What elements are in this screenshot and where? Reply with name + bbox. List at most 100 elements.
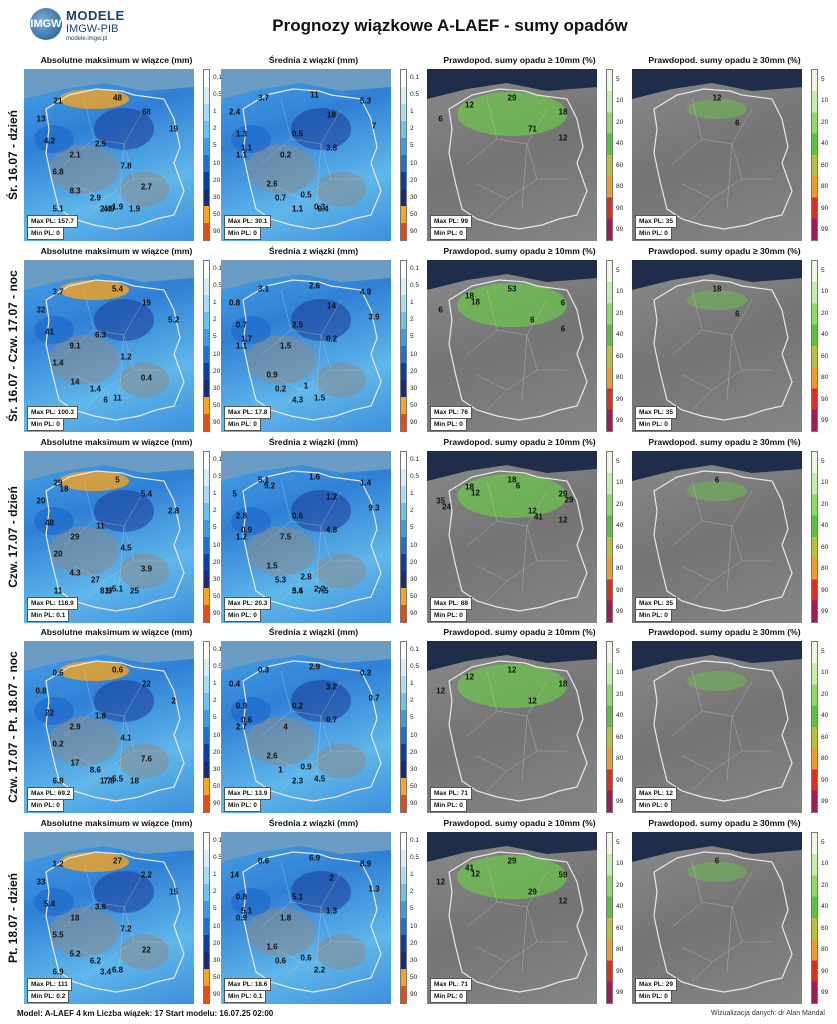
precip-area: [34, 125, 74, 153]
colorbar-tick: 40: [616, 140, 624, 148]
value-label: 18: [558, 679, 568, 689]
colorbar-tick: 0.1: [410, 645, 420, 653]
colorbar-tick: 90: [616, 204, 624, 212]
value-label: 12: [558, 133, 568, 143]
colorbar-tick: 90: [410, 419, 418, 427]
row-label-text: Czw. 17.07 - dzień: [6, 486, 20, 588]
colorbar-tick: 5: [616, 647, 620, 655]
colorbar-tick: 5: [213, 333, 217, 341]
value-label: 7: [371, 121, 377, 131]
voivodeship-borders: [671, 670, 772, 792]
value-label: 17: [70, 758, 80, 768]
colorbar-tick: 1: [410, 680, 414, 687]
voivodeship-borders: [671, 480, 772, 602]
value-label: 3.7: [257, 93, 270, 103]
poland-border: [242, 88, 382, 230]
colorbar-tick: 90: [410, 991, 418, 999]
probability-map: 12 12 18 12 12 Max PL: 71 Min PL: 0: [427, 641, 597, 813]
value-label: 20: [53, 549, 63, 559]
value-label: 7.2: [120, 924, 132, 934]
value-label: 0.2: [325, 334, 338, 344]
colorbar-tick: 5: [410, 524, 414, 532]
value-label: 7.5: [317, 586, 329, 596]
probability-area: [457, 283, 567, 327]
sea-area: [24, 641, 194, 671]
voivodeship-borders: [671, 289, 772, 411]
min-pl-label: Min PL: 0.2: [27, 990, 70, 1003]
colorbar-tick: 10: [616, 479, 624, 487]
value-label: 2.7: [140, 182, 152, 192]
colorbar-tick: 50: [410, 974, 418, 982]
poland-border: [45, 88, 185, 230]
colorbar-tick: 99: [616, 608, 624, 616]
poland-border: [653, 470, 793, 612]
colorbar-tick: 40: [616, 331, 624, 339]
panel-title: Absolutne maksimum w wiązce (mm): [40, 818, 193, 828]
value-label: 0.9: [240, 525, 253, 535]
heavy-precip-area: [59, 89, 129, 109]
colorbar-tick: 90: [410, 610, 418, 618]
credits: Wizualizacja danych: dr Alan Mandal: [710, 1010, 825, 1017]
colorbar-tick: 0.1: [410, 455, 420, 463]
value-label: 5.1: [291, 892, 304, 901]
voivodeship-borders: [260, 670, 361, 792]
value-label: 1.1: [235, 341, 247, 351]
value-label: 6: [735, 309, 740, 319]
colorbar-tick: 1: [410, 299, 414, 306]
value-label: 0.4: [140, 373, 152, 383]
precip-area: [231, 888, 271, 916]
colorbar-tick: 0.1: [213, 645, 223, 653]
precip-area: [231, 697, 271, 725]
row-label: Czw. 17.07 - dzień: [3, 451, 23, 623]
value-label: 1.4: [359, 478, 372, 488]
value-label: 6.9: [308, 853, 321, 863]
probability-map: 12 29 18 6 71 12 Max PL: 99 Min PL: 0: [427, 69, 597, 241]
colorbar-tick: 10: [213, 159, 221, 167]
colorbar-tick: 20: [821, 118, 829, 126]
imgw-logo: IMGW: [30, 8, 62, 40]
colorbar-tick: 20: [213, 939, 221, 947]
probability-area: [687, 671, 747, 691]
colorbar-tick: 0.1: [410, 73, 420, 81]
probability-area: [687, 99, 747, 119]
precip-area: [119, 171, 169, 207]
precip-area: [231, 507, 271, 535]
poland-border: [45, 660, 185, 802]
value-label: 1.2: [325, 492, 338, 502]
row-label: Pt. 18.07 - dzień: [3, 832, 23, 1004]
precipitation-map: 5.1 1.6 1.4 5 1.2 9.3 2.8 0.6 7.5 4.8 1.2 1.5 0.9 5.3…: [221, 451, 391, 623]
poland-border: [448, 851, 588, 993]
value-label: 71: [527, 124, 537, 134]
value-label: 4.5: [314, 774, 326, 784]
value-label: 2.1: [69, 150, 81, 160]
value-label: 18: [465, 482, 474, 492]
precip-area: [49, 526, 119, 576]
value-label: 4.3: [69, 568, 81, 578]
voivodeship-borders: [466, 480, 567, 602]
value-label: 11: [53, 586, 63, 596]
colorbar-tick: 99: [821, 417, 829, 425]
panel-title: Prawdopod. sumy opadu ≥ 30mm (%): [648, 437, 801, 447]
colorbar-tick: 10: [410, 922, 418, 930]
colorbar-tick: 0.5: [213, 472, 223, 480]
voivodeship-borders: [260, 289, 361, 411]
colorbar-tick: 30: [213, 957, 221, 964]
value-label: 6: [714, 475, 720, 485]
map-svg: [427, 641, 597, 802]
colorbar-tick: 20: [821, 881, 829, 889]
map-svg: [632, 260, 802, 421]
colorbar-tick: 50: [213, 783, 221, 791]
value-label: 12: [527, 696, 537, 706]
colorbar-tick: 2: [410, 316, 414, 324]
value-label: 12: [471, 869, 480, 879]
colorbar-tick: 0.1: [410, 264, 420, 272]
value-label: 41: [45, 327, 54, 337]
colorbar-tick: 40: [821, 331, 829, 339]
colorbar-tick: 20: [410, 939, 418, 947]
probability-area: [457, 474, 567, 518]
colorbar-tick: 0.1: [213, 73, 223, 81]
precipitation-map: 3.7 11 5.3 2.4 18 7 1.3 0.5 0.2 3.8 1.1 2.6 1.1 0.7 0.…: [221, 69, 391, 241]
value-label: 32: [36, 305, 46, 315]
footer: Model: A-LAEF 4 km Liczba wiązek: 17 Sta…: [0, 1004, 837, 1024]
value-label: 6: [714, 856, 720, 866]
